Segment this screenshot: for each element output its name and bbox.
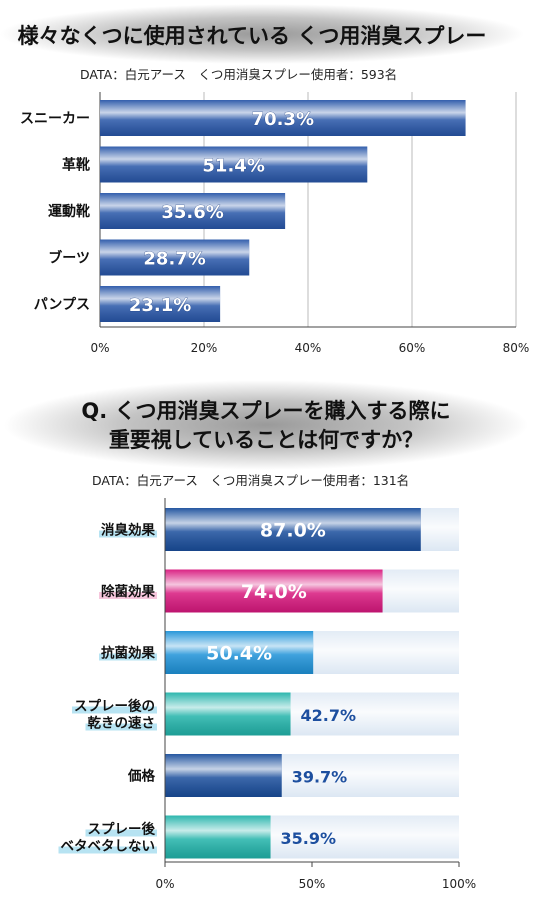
value-label: 50.4% [206,643,272,665]
label-highlight [85,829,157,837]
bar-shine [165,631,314,674]
title-2-shade [4,380,528,470]
bar-shine [100,239,250,276]
title-1-shade [0,4,524,64]
value-label: 28.7% [143,249,205,270]
value-label: 74.0% [241,581,307,603]
category-label: 消臭効果 [101,522,155,539]
bar-shine [100,286,221,322]
label-highlight [99,530,157,538]
value-label: 42.7% [301,706,357,725]
x-tick-label: 20% [191,341,218,355]
category-label: ブーツ [48,250,90,267]
value-label: 39.7% [292,768,348,787]
category-label: 乾きの速さ [88,715,156,732]
x-tick-label: 0% [90,341,109,355]
bar-shine [100,100,466,136]
bar-shine [165,508,421,551]
chart1-plot: 0% 20% 40% 60% 80% スニーカー 70.3% 革靴 51.4% 運動靴 35.6% ブ… [20,92,529,355]
category-label: ベタベタしない [61,839,156,855]
value-label: 51.4% [202,156,264,177]
x-tick-label: 60% [399,341,426,355]
label-highlight [58,846,157,854]
value-label: 23.1% [129,295,191,316]
category-label: 抗菌効果 [101,645,155,662]
value-label: 87.0% [260,520,326,542]
x-tick-label: 0% [155,877,174,891]
x-tick-label: 50% [299,877,326,891]
chart1-source: DATA：白元アース くつ用消臭スプレー使用者：593名 [80,67,397,82]
label-highlight [99,653,157,661]
value-label: 35.9% [281,829,337,848]
category-label: 価格 [127,768,155,785]
bar-shine [100,193,286,229]
bar-shine [165,569,383,613]
value-label: 70.3% [252,109,314,130]
bar-shine [165,754,282,797]
bar-shine [100,146,368,183]
chart1-title: 様々なくつに使用されている くつ用消臭スプレー [18,24,487,48]
chart2-title-line2: 重要視していることは何ですか？ [109,428,423,452]
label-highlight [72,706,157,714]
category-label: スプレー後の [74,698,155,715]
bar-shine [165,815,271,859]
label-highlight [126,776,157,784]
chart2-source: DATA：白元アース くつ用消臭スプレー使用者：131名 [92,473,409,488]
chart2-title-line1: Q. くつ用消臭スプレーを購入する際に [81,399,450,423]
category-label: 除菌効果 [101,583,155,600]
x-tick-label: 40% [295,341,322,355]
label-highlight [85,723,157,731]
category-label: スニーカー [20,111,90,127]
value-label: 35.6% [161,202,223,223]
category-label: 革靴 [62,157,90,174]
x-tick-label: 100% [442,877,476,891]
category-label: スプレー後 [88,821,156,838]
category-label: パンプス [34,297,90,313]
category-label: 運動靴 [48,203,90,220]
x-tick-label: 80% [503,341,530,355]
bar-shine [165,692,291,736]
label-highlight [99,592,157,599]
